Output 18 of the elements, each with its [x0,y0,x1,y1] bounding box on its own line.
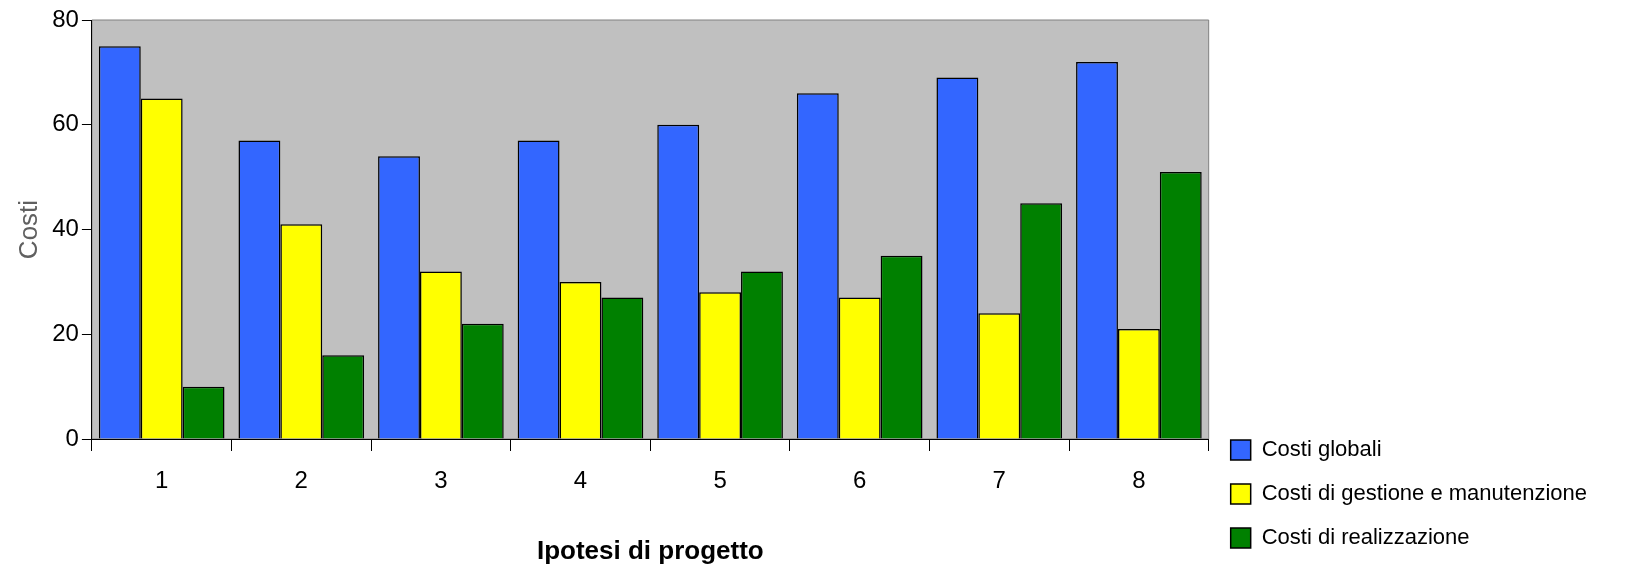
legend-label: Costi di gestione e manutenzione [1261,480,1588,506]
x-tick-label: 2 [294,466,308,494]
x-tick-label: 1 [155,466,169,494]
legend-label: Costi globali [1261,436,1382,462]
x-tick-label: 7 [992,466,1006,494]
y-axis-title: Costi [12,199,43,260]
y-tick-label: 60 [52,109,79,137]
x-tick-label: 5 [713,466,727,494]
y-tick-label: 40 [52,214,79,242]
x-tick-label: 4 [573,466,588,494]
x-tick-label: 3 [434,466,448,494]
y-tick-label: 0 [65,423,79,451]
y-tick-label: 80 [52,4,79,32]
legend-label: Costi di realizzazione [1261,524,1470,550]
x-axis-title: Ipotesi di progetto [536,534,764,565]
y-tick-label: 20 [52,318,79,346]
x-tick-label: 8 [1132,466,1146,494]
x-tick-label: 6 [853,466,867,494]
